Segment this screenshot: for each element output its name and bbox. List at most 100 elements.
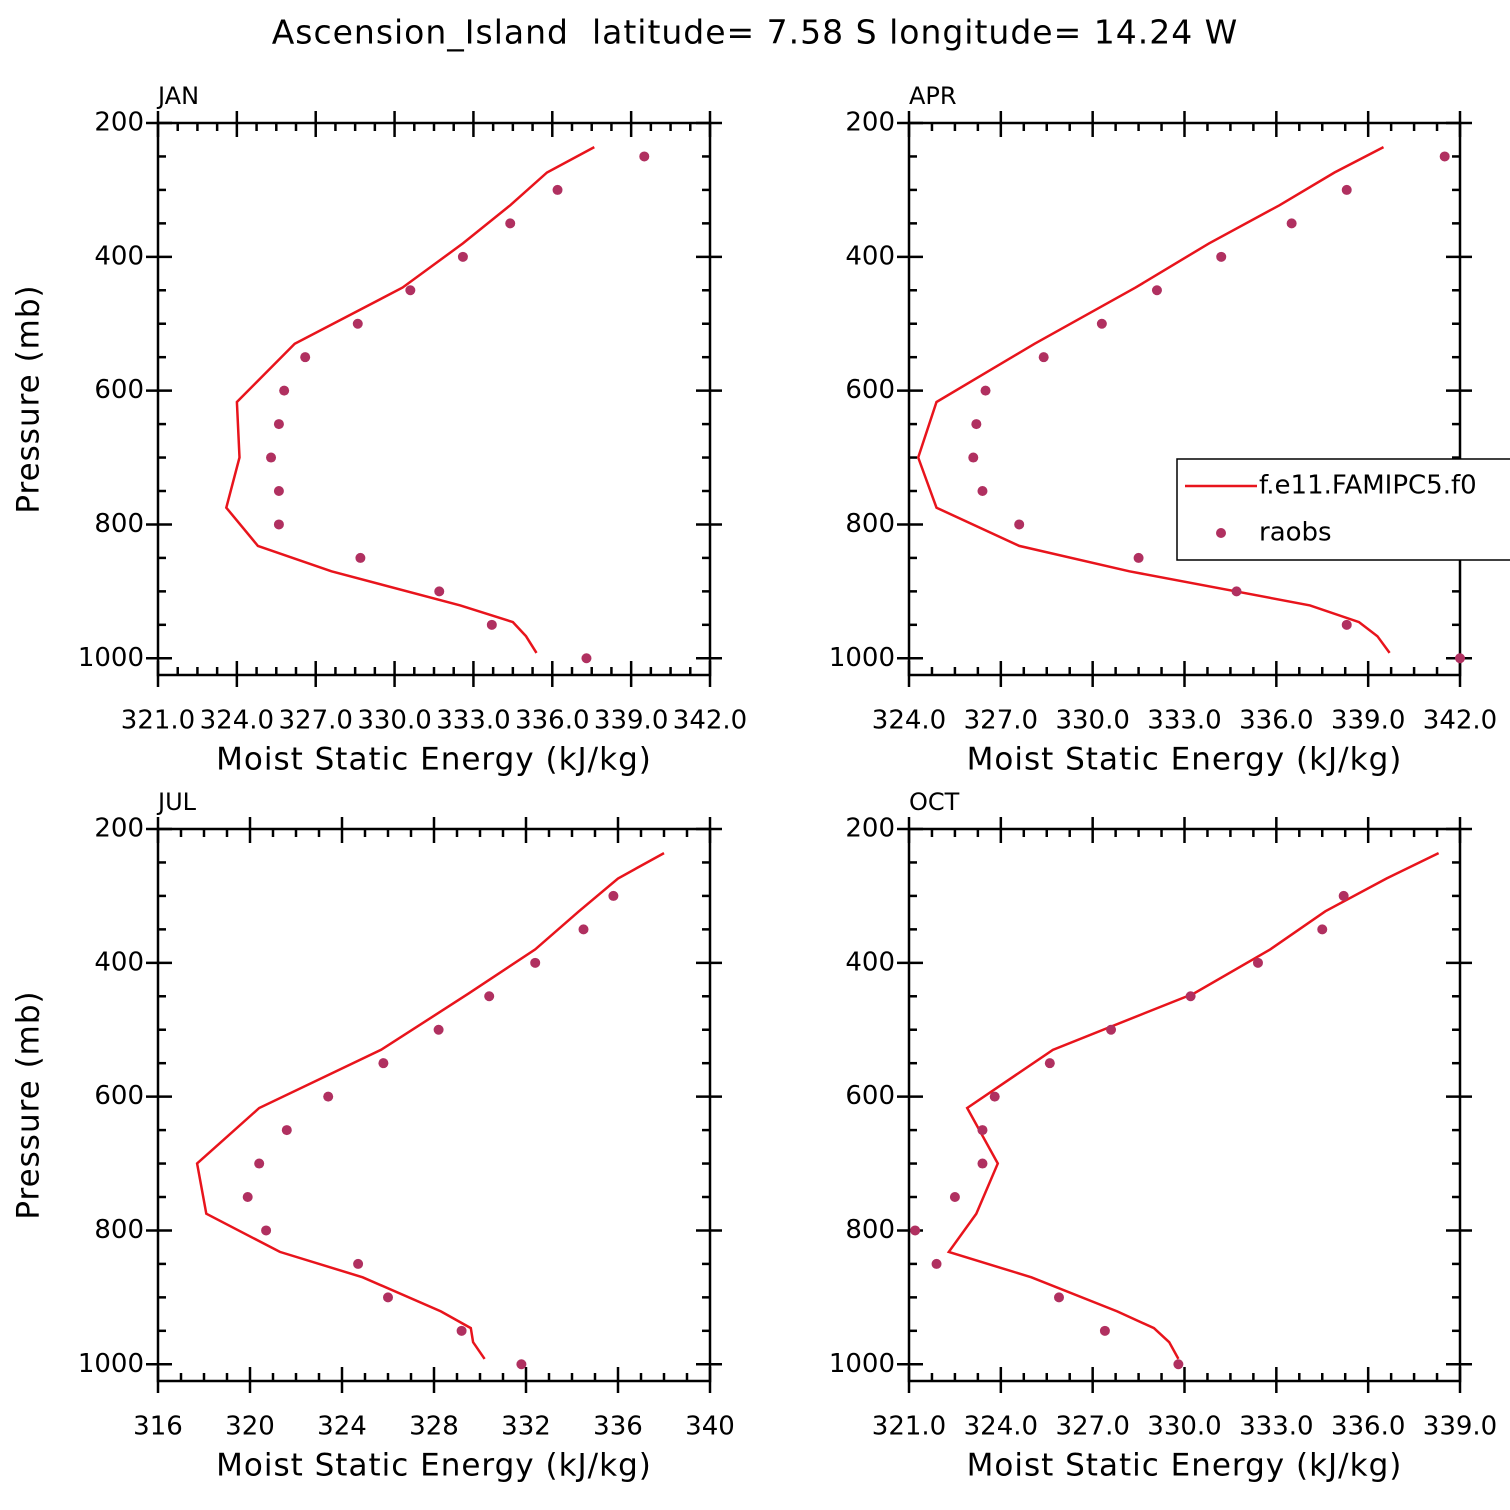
x-tick-label: 330.0 <box>1147 1412 1221 1442</box>
model-line <box>946 851 1440 1360</box>
obs-point <box>1099 1325 1110 1336</box>
y-tick-label: 600 <box>845 1081 895 1111</box>
panel-title: OCT <box>909 788 960 816</box>
obs-point <box>273 486 284 496</box>
obs-point <box>949 1192 960 1202</box>
obs-point <box>931 1258 942 1269</box>
panel-title: APR <box>909 82 957 110</box>
panel-title: JAN <box>156 82 199 110</box>
y-tick-label: 1000 <box>78 1349 144 1379</box>
obs-point <box>639 151 650 162</box>
y-tick-label: 800 <box>94 1215 144 1245</box>
obs-point <box>578 924 589 935</box>
x-tick-label: 328 <box>409 1412 459 1442</box>
x-tick-label: 324 <box>317 1412 367 1442</box>
obs-point <box>266 452 277 463</box>
x-tick-label: 342.0 <box>673 706 747 736</box>
x-tick-label: 316 <box>133 1412 183 1442</box>
obs-point <box>977 1125 988 1136</box>
x-tick-label: 327.0 <box>278 706 352 736</box>
obs-point <box>1341 184 1352 195</box>
x-axis-label: Moist Static Energy (kJ/kg) <box>967 1448 1403 1484</box>
y-tick-label: 800 <box>845 509 895 539</box>
obs-point <box>486 619 497 630</box>
obs-point <box>1151 285 1162 296</box>
obs-point <box>1044 1058 1055 1069</box>
x-tick-label: 327.0 <box>1055 1412 1129 1442</box>
obs-point <box>530 957 541 968</box>
obs-point <box>355 552 366 563</box>
plot-frame <box>156 827 712 1383</box>
y-tick-label: 200 <box>845 814 895 844</box>
x-tick-label: 336.0 <box>1239 706 1313 736</box>
obs-point <box>1106 1024 1117 1035</box>
model-line <box>224 145 595 654</box>
x-tick-label: 324.0 <box>200 706 274 736</box>
obs-point <box>273 419 284 430</box>
y-tick-label: 400 <box>94 241 144 271</box>
x-tick-label: 330.0 <box>357 706 431 736</box>
obs-point <box>456 1325 467 1336</box>
x-tick-label: 340 <box>685 1412 735 1442</box>
obs-point <box>971 419 982 430</box>
obs-point <box>1185 991 1196 1002</box>
obs-point <box>968 452 979 463</box>
obs-point <box>581 653 592 664</box>
x-tick-label: 321.0 <box>872 1412 946 1442</box>
y-tick-label: 1000 <box>78 643 144 673</box>
obs-point <box>254 1158 265 1169</box>
obs-point <box>378 1058 389 1069</box>
panel-title: JUL <box>156 788 197 816</box>
y-tick-label: 200 <box>94 108 144 138</box>
obs-point <box>1133 552 1144 563</box>
obs-point <box>1317 924 1328 935</box>
y-tick-label: 400 <box>94 947 144 977</box>
x-tick-label: 332 <box>501 1412 551 1442</box>
obs-point <box>552 184 563 195</box>
obs-point <box>1096 318 1107 329</box>
plot-frame <box>907 827 1462 1383</box>
x-axis-label: Moist Static Energy (kJ/kg) <box>216 742 652 778</box>
y-tick-label: 600 <box>845 375 895 405</box>
x-tick-label: 333.0 <box>436 706 510 736</box>
y-tick-label: 200 <box>845 108 895 138</box>
x-axis-label: Moist Static Energy (kJ/kg) <box>967 742 1403 778</box>
legend-label: raobs <box>1259 518 1332 548</box>
obs-point <box>1252 957 1263 968</box>
obs-point <box>1439 151 1450 162</box>
x-tick-label: 320 <box>225 1412 275 1442</box>
obs-point <box>1014 519 1025 530</box>
y-axis-label: Pressure (mb) <box>11 284 47 513</box>
x-tick-label: 336.0 <box>515 706 589 736</box>
x-tick-label: 333.0 <box>1147 706 1221 736</box>
obs-point <box>273 519 284 530</box>
y-tick-label: 400 <box>845 947 895 977</box>
obs-point <box>989 1091 1000 1102</box>
obs-point <box>242 1192 253 1202</box>
obs-point <box>1038 352 1049 363</box>
legend-box <box>1176 458 1510 561</box>
obs-point <box>405 285 416 296</box>
obs-point <box>980 385 991 396</box>
y-tick-label: 400 <box>845 241 895 271</box>
obs-point <box>352 318 363 329</box>
obs-point <box>1455 653 1465 664</box>
obs-point <box>300 352 311 363</box>
obs-point <box>1173 1359 1184 1370</box>
x-tick-label: 321.0 <box>121 706 195 736</box>
x-tick-label: 336 <box>593 1412 643 1442</box>
x-tick-label: 342.0 <box>1423 706 1497 736</box>
obs-point <box>279 385 290 396</box>
x-tick-label: 339.0 <box>1331 706 1405 736</box>
x-tick-label: 339.0 <box>1423 1412 1497 1442</box>
x-tick-label: 330.0 <box>1055 706 1129 736</box>
y-axis-label: Pressure (mb) <box>11 990 47 1219</box>
x-tick-label: 324.0 <box>872 706 946 736</box>
obs-point <box>977 486 988 496</box>
obs-point <box>1053 1292 1064 1303</box>
obs-point <box>608 890 619 901</box>
obs-point <box>323 1091 334 1102</box>
x-tick-label: 339.0 <box>594 706 668 736</box>
obs-point <box>505 218 516 229</box>
